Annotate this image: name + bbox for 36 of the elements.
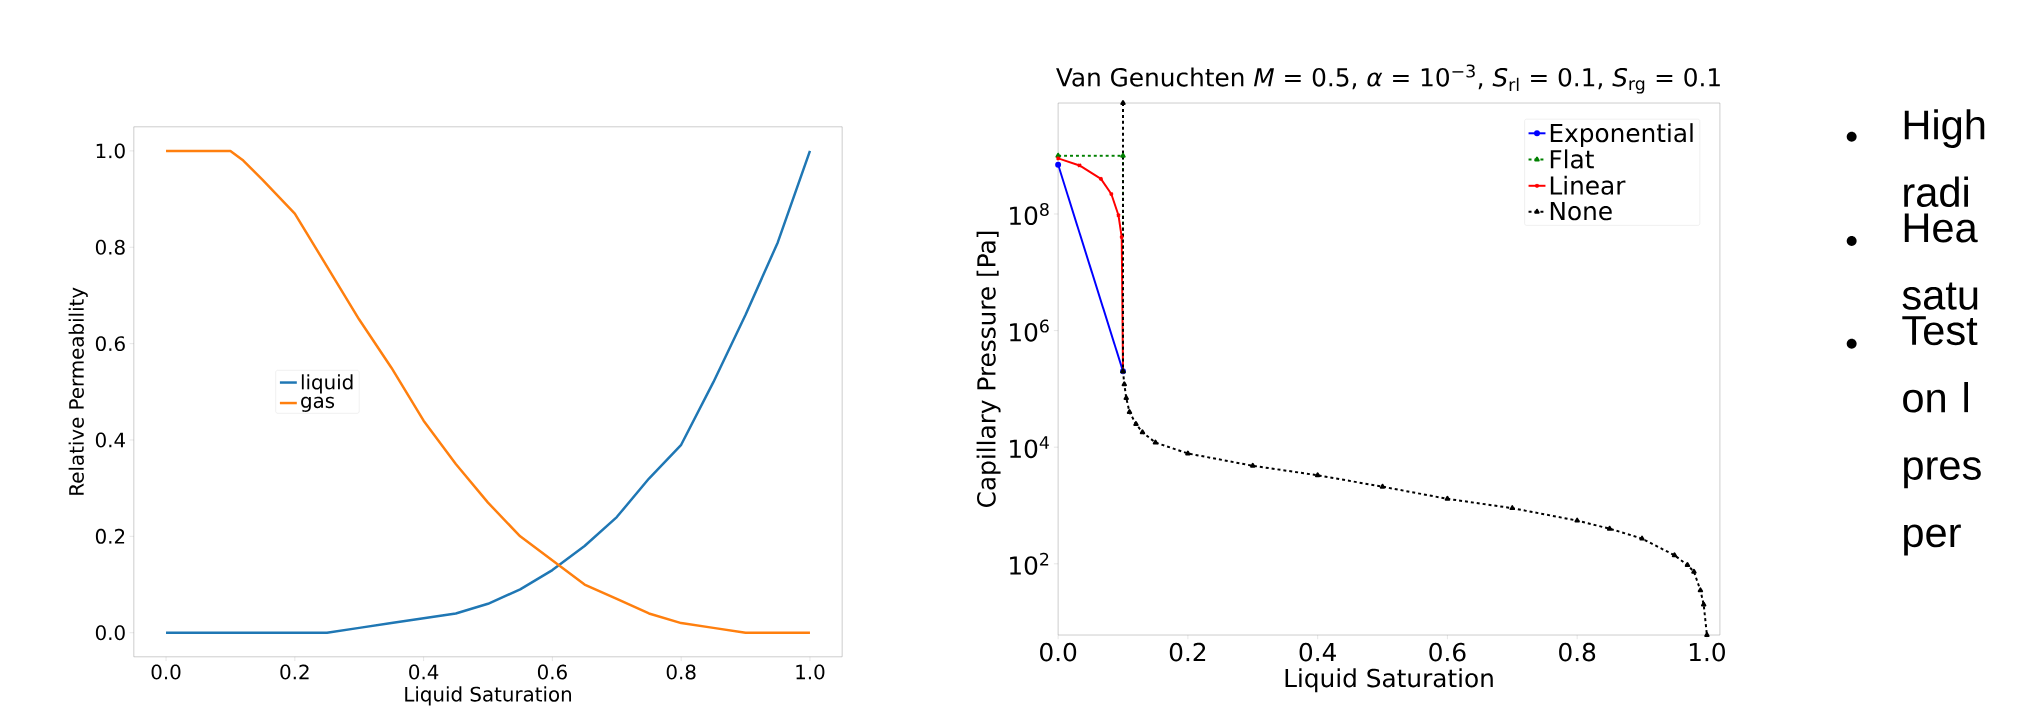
chart-title: Van Genuchten M = 0.5, α = 10$^{−3}$, S$_{rl}$ = 0.1, S$_{rg}$ = 0.1: [1056, 64, 1720, 94]
y-axis-title: Relative Permeability: [68, 287, 88, 495]
legend-label: liquid: [301, 374, 353, 394]
x-tick-label: 0.4: [1299, 642, 1336, 662]
y-tick-label: 0.4: [95, 432, 125, 448]
y-tick-label: 0.0: [95, 625, 125, 641]
legend-label: None: [1550, 201, 1612, 221]
x-tick-label: 0.0: [1040, 642, 1077, 662]
x-tick-label: 0.4: [409, 664, 439, 680]
x-tick-label: 0.2: [280, 664, 309, 680]
x-tick-label: 0.8: [666, 664, 696, 680]
y-tick-label: 1.0: [96, 143, 125, 159]
x-tick-label: 0.2: [1169, 642, 1206, 662]
x-tick-label: 0.0: [151, 664, 181, 680]
x-tick-label: 0.6: [537, 664, 567, 680]
y-tick-label: 0.8: [95, 239, 125, 255]
y-tick-label: 10$^{8}$: [1010, 202, 1049, 225]
x-axis-title: Liquid Saturation: [405, 686, 571, 706]
x-tick-label: 1.0: [1689, 642, 1725, 662]
text: High radi: [1904, 109, 1985, 207]
y-tick-label: 10$^{2}$: [1010, 552, 1049, 575]
text: Hea satu: [1902, 213, 1978, 310]
y-tick-label: 10$^{4}$: [1010, 436, 1049, 459]
y-tick-label: 0.2: [95, 528, 125, 544]
text: Test on l pres per: [1902, 316, 1981, 556]
y-tick-label: 10$^{6}$: [1010, 319, 1049, 342]
y-axis-title: Capillary Pressure [Pa]: [976, 231, 1001, 507]
x-axis-title: Liquid Saturation: [1285, 668, 1493, 693]
legend-label: gas: [301, 396, 335, 412]
legend-label: Linear: [1550, 175, 1626, 195]
legend-label: Flat: [1550, 149, 1594, 169]
x-tick-label: 1.0: [796, 664, 825, 680]
legend-label: Exponential: [1550, 123, 1693, 148]
y-tick-label: 0.6: [95, 336, 125, 352]
x-tick-label: 0.8: [1559, 642, 1596, 662]
x-tick-label: 0.6: [1429, 642, 1466, 662]
